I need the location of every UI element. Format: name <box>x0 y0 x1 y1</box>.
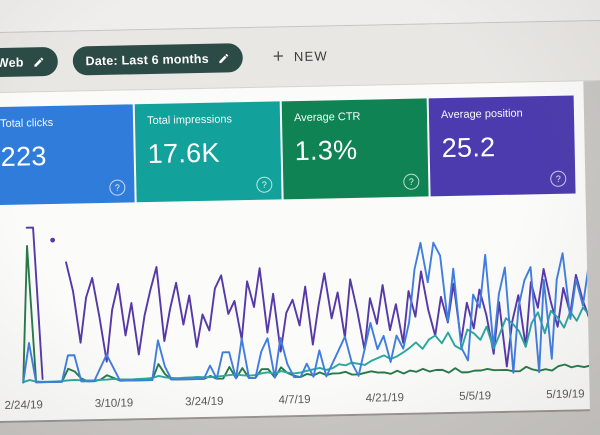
metric-value: 1.3% <box>294 134 358 167</box>
chart-line-average-position <box>65 261 590 368</box>
chart-line-average-position <box>25 226 44 380</box>
x-tick-label: 3/10/19 <box>94 397 134 411</box>
metric-value: 223 <box>0 141 47 172</box>
metric-card-average-ctr[interactable]: Average CTR 1.3% ? <box>281 98 429 200</box>
metric-card-total-clicks[interactable]: Total clicks 223 ? <box>0 104 135 206</box>
metric-label: Average position <box>440 107 523 122</box>
chart-line-clicks <box>22 241 590 384</box>
chart-line-impressions <box>22 306 590 384</box>
metric-label: Total clicks <box>0 116 54 130</box>
pencil-edit-icon <box>218 52 230 64</box>
performance-chart[interactable] <box>0 205 590 397</box>
help-icon[interactable]: ? <box>550 170 567 187</box>
x-tick-label: 4/7/19 <box>278 393 311 407</box>
x-tick-label: 5/19/19 <box>546 388 585 402</box>
metric-card-average-position[interactable]: Average position 25.2 ? <box>428 95 576 197</box>
metric-cards: Total clicks 223 ? Total impressions 17.… <box>0 95 586 206</box>
x-tick-label: 5/5/19 <box>459 390 492 403</box>
filter-bar: Web Date: Last 6 months + NEW <box>0 20 600 94</box>
plus-icon: + <box>272 46 285 68</box>
help-icon[interactable]: ? <box>256 176 273 193</box>
metric-value: 17.6K <box>147 137 221 170</box>
metric-label: Total impressions <box>146 113 233 128</box>
content-panel: Total clicks 223 ? Total impressions 17.… <box>0 81 590 424</box>
performance-chart-area: 2/24/19 3/10/19 3/24/19 4/7/19 4/21/19 5/5/19… <box>0 205 590 423</box>
chart-point <box>50 237 56 243</box>
filter-chip-label: Date: Last 6 months <box>85 51 209 68</box>
new-button-label: NEW <box>293 48 328 65</box>
x-tick-label: 4/21/19 <box>365 391 405 405</box>
pencil-edit-icon <box>32 56 44 68</box>
x-tick-label: 3/24/19 <box>184 395 224 409</box>
metric-label: Average CTR <box>293 110 361 125</box>
help-icon[interactable]: ? <box>403 173 420 190</box>
metric-value: 25.2 <box>441 132 496 164</box>
filter-chip-search-type[interactable]: Web <box>0 46 58 78</box>
filter-chip-label: Web <box>0 55 24 70</box>
x-tick-label: 2/24/19 <box>4 399 44 412</box>
help-icon[interactable]: ? <box>109 179 126 196</box>
metric-card-total-impressions[interactable]: Total impressions 17.6K ? <box>134 101 282 203</box>
new-filter-button[interactable]: + NEW <box>265 42 337 70</box>
filter-chip-date[interactable]: Date: Last 6 months <box>72 43 244 76</box>
